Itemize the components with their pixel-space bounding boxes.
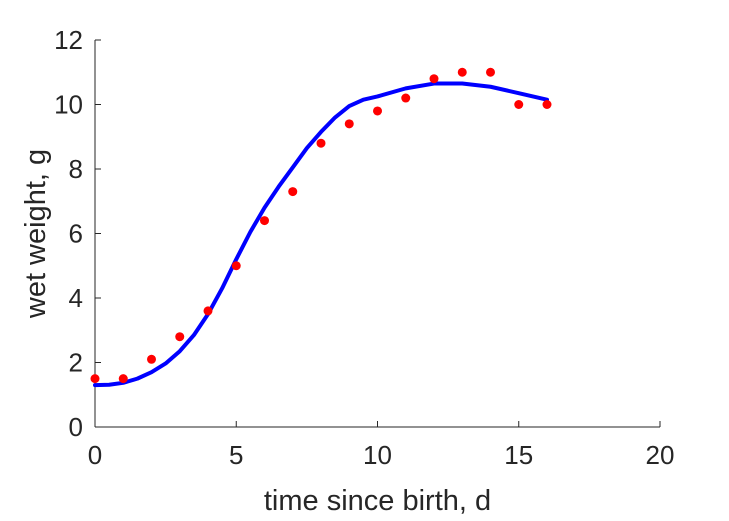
- x-tick-label: 5: [229, 440, 243, 470]
- y-tick-label: 0: [69, 412, 83, 442]
- data-point: [486, 67, 495, 77]
- series-layer: [90, 67, 552, 388]
- y-ticks: 0 2 4 6 8 10 12: [54, 25, 101, 442]
- data-point: [90, 374, 100, 384]
- data-point: [231, 261, 241, 271]
- y-tick-label: 8: [69, 154, 83, 184]
- x-tick-label: 10: [363, 440, 392, 470]
- data-point: [260, 216, 269, 226]
- x-ticks: 0 5 10 15 20: [88, 421, 675, 470]
- y-tick-label: 6: [69, 219, 83, 249]
- data-point: [542, 100, 552, 109]
- data-point: [401, 93, 411, 103]
- x-axis-label: time since birth, d: [264, 485, 491, 517]
- data-point: [429, 74, 439, 84]
- data-point: [147, 354, 156, 364]
- y-tick-label: 10: [54, 90, 83, 120]
- data-point: [373, 106, 382, 116]
- data-point: [118, 374, 128, 384]
- x-tick-label: 15: [504, 440, 533, 470]
- y-axis-label: wet weight, g: [20, 149, 52, 319]
- data-point: [457, 67, 467, 77]
- data-point: [514, 100, 524, 109]
- axes: 0 5 10 15 20 0 2 4 6 8 10 12: [54, 25, 674, 470]
- y-tick-label: 12: [54, 25, 83, 55]
- data-point: [288, 187, 298, 197]
- y-tick-label: 4: [69, 283, 83, 313]
- data-point: [316, 138, 326, 148]
- fit-curve-line: [93, 81, 549, 388]
- data-point: [344, 119, 354, 129]
- data-point: [203, 306, 213, 316]
- x-tick-label: 0: [88, 440, 102, 470]
- x-tick-label: 20: [646, 440, 675, 470]
- y-tick-label: 2: [69, 348, 83, 378]
- data-point: [175, 332, 185, 342]
